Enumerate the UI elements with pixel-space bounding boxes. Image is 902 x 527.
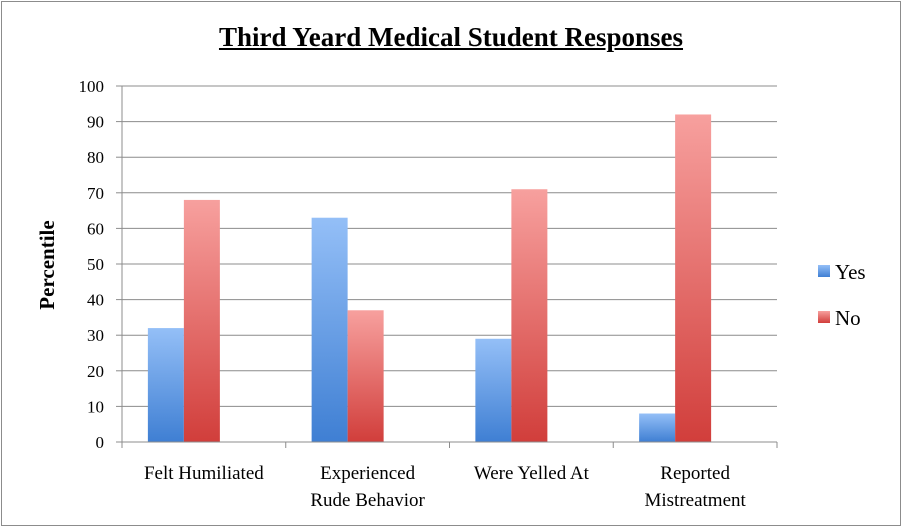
y-tick-label: 60 xyxy=(87,219,104,238)
bar-no-2 xyxy=(511,189,548,442)
y-axis-title: Percentile xyxy=(35,220,59,309)
y-tick-label: 0 xyxy=(96,433,105,452)
x-category-label: Were Yelled At xyxy=(474,463,590,484)
bar-no-3 xyxy=(675,114,712,442)
y-tick-label: 50 xyxy=(87,255,104,274)
bar-yes-2 xyxy=(475,338,512,442)
gridlines xyxy=(122,85,777,407)
y-tick-label: 90 xyxy=(87,113,104,132)
x-category-label: Mistreatment xyxy=(644,490,746,511)
x-category-label: Experienced xyxy=(320,463,415,484)
bar-yes-0 xyxy=(147,328,184,442)
y-tick-label: 20 xyxy=(87,362,104,381)
legend-swatch-yes xyxy=(818,265,830,277)
axes xyxy=(121,86,778,448)
x-category-label: Rude Behavior xyxy=(310,490,425,511)
y-tick-label: 40 xyxy=(87,291,104,310)
legend: Yes No xyxy=(818,260,866,330)
x-axis-labels: Felt Humiliated Experienced Rude Behavior W… xyxy=(144,463,747,511)
y-tick-label: 70 xyxy=(87,184,104,203)
bar-no-1 xyxy=(347,310,384,442)
y-tick-label: 10 xyxy=(87,397,104,416)
bar-yes-1 xyxy=(311,217,348,442)
bar-yes-3 xyxy=(639,413,676,442)
y-axis-ticks: 0 10 20 30 40 50 60 70 80 90 100 xyxy=(79,77,122,452)
y-tick-label: 100 xyxy=(79,77,105,96)
x-category-label: Felt Humiliated xyxy=(144,463,264,484)
y-tick-label: 80 xyxy=(87,148,104,167)
y-tick-label: 30 xyxy=(87,326,104,345)
chart-title: Third Yeard Medical Student Responses xyxy=(218,22,684,52)
x-category-label: Reported xyxy=(660,463,730,484)
bar-no-0 xyxy=(183,199,220,442)
legend-swatch-no xyxy=(818,311,830,323)
bars xyxy=(147,114,712,442)
legend-label-yes: Yes xyxy=(835,260,866,284)
legend-label-no: No xyxy=(835,306,861,330)
